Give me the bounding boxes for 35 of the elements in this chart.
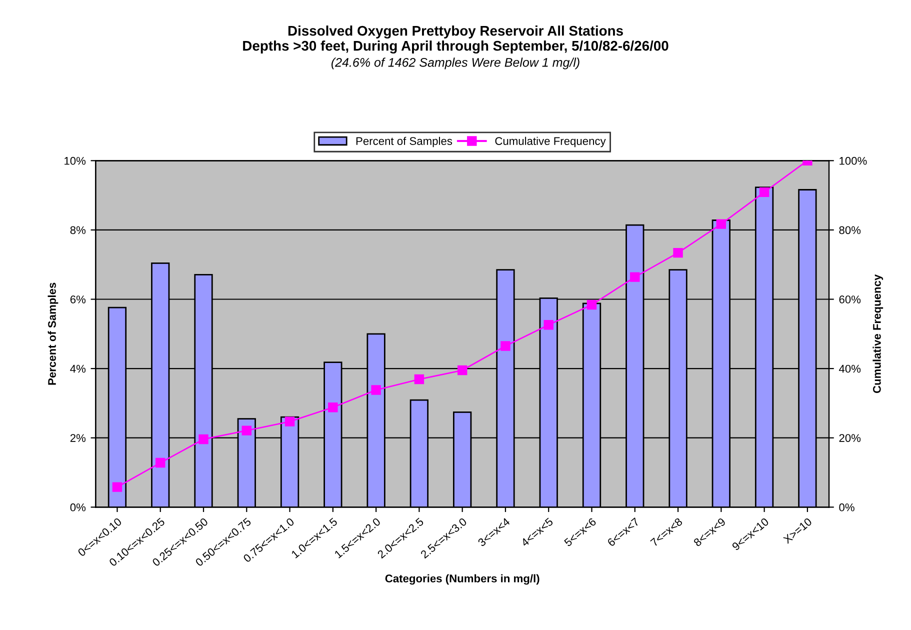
legend-label: Percent of Samples — [356, 136, 452, 148]
y2-tick-label: 80% — [839, 226, 861, 234]
point — [586, 300, 597, 310]
chart-subtitle: (24.6% of 1462 Samples Were Below 1 mg/l) — [331, 58, 580, 70]
point — [414, 374, 424, 384]
y2-tick-label: 60% — [839, 296, 861, 304]
point — [198, 434, 208, 444]
y2-axis-title: Cumulative Frequency — [872, 274, 884, 394]
point — [759, 187, 770, 198]
point — [156, 458, 166, 468]
point — [457, 365, 468, 376]
chart-title: Dissolved Oxygen Prettyboy Reservoir All Stations Depths >30 feet, During April through September, 5/10/82-6/26/00 — [243, 26, 668, 54]
y-tick-label: 4% — [70, 364, 86, 373]
point — [716, 219, 726, 229]
y2-tick-label: 100% — [840, 156, 867, 165]
point — [630, 272, 640, 282]
y-tick-label: 0% — [70, 503, 86, 512]
y-axis-title: Percent of Samples — [48, 282, 58, 385]
point — [371, 385, 381, 395]
y2-tick-label: 20% — [839, 434, 861, 442]
x-axis-title: Categories (Numbers in mg/l) — [385, 574, 540, 585]
point — [328, 402, 338, 412]
y-tick-label: 6% — [70, 296, 86, 304]
y-tick-label: 10% — [64, 156, 86, 165]
point — [112, 482, 122, 492]
legend-label: Cumulative Frequency — [495, 136, 606, 148]
point — [284, 416, 295, 426]
y2-tick-label: 0% — [839, 503, 854, 512]
y-tick-label: 8% — [70, 226, 86, 234]
y2-tick-label: 40% — [838, 364, 861, 373]
point — [500, 341, 510, 351]
point — [242, 426, 252, 436]
point — [544, 320, 554, 330]
y-tick-label: 2% — [70, 434, 86, 442]
point — [673, 248, 683, 258]
